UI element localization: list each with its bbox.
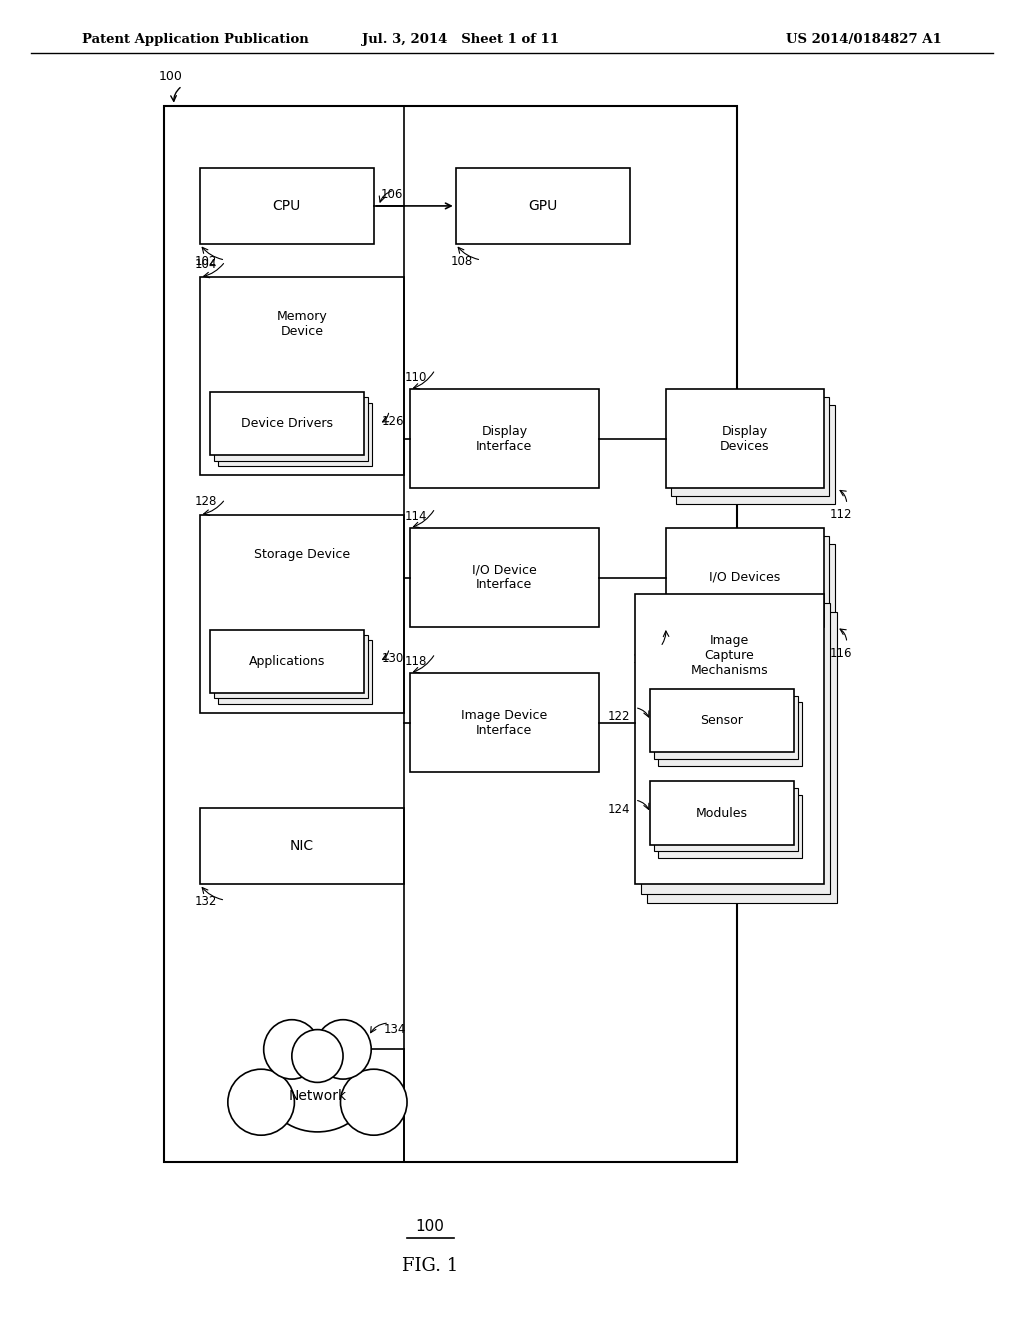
Bar bbox=[676, 544, 835, 643]
Text: 130: 130 bbox=[382, 652, 404, 665]
Bar bbox=[671, 536, 829, 635]
Bar bbox=[200, 277, 404, 475]
Text: 124: 124 bbox=[607, 803, 630, 816]
Text: FIG. 1: FIG. 1 bbox=[402, 1257, 458, 1275]
Bar bbox=[650, 781, 794, 845]
Text: Image Device
Interface: Image Device Interface bbox=[461, 709, 548, 737]
Bar bbox=[647, 612, 837, 903]
Text: Sensor: Sensor bbox=[700, 714, 743, 727]
Bar bbox=[671, 397, 829, 496]
Bar bbox=[210, 630, 364, 693]
Bar bbox=[210, 392, 364, 455]
Text: Display
Devices: Display Devices bbox=[720, 425, 770, 453]
Bar bbox=[654, 696, 798, 759]
Text: Display
Interface: Display Interface bbox=[476, 425, 532, 453]
Bar bbox=[650, 689, 794, 752]
Bar bbox=[214, 635, 368, 698]
Text: Network: Network bbox=[289, 1089, 346, 1102]
Bar bbox=[218, 403, 372, 466]
Text: 120: 120 bbox=[633, 653, 655, 667]
Ellipse shape bbox=[227, 1069, 295, 1135]
Text: I/O Devices: I/O Devices bbox=[710, 572, 780, 583]
Text: 114: 114 bbox=[404, 510, 427, 523]
Bar bbox=[410, 673, 599, 772]
Bar bbox=[666, 528, 824, 627]
Text: 134: 134 bbox=[384, 1023, 407, 1036]
Ellipse shape bbox=[292, 1030, 343, 1082]
Ellipse shape bbox=[263, 1020, 319, 1080]
Text: 102: 102 bbox=[195, 255, 217, 268]
Text: Jul. 3, 2014   Sheet 1 of 11: Jul. 3, 2014 Sheet 1 of 11 bbox=[362, 33, 559, 46]
Bar bbox=[658, 702, 802, 766]
Text: 122: 122 bbox=[607, 710, 630, 723]
Text: Patent Application Publication: Patent Application Publication bbox=[82, 33, 308, 46]
Text: Memory
Device: Memory Device bbox=[276, 310, 328, 338]
Bar bbox=[200, 808, 404, 884]
Text: Storage Device: Storage Device bbox=[254, 548, 350, 561]
Text: 112: 112 bbox=[829, 508, 852, 521]
Bar bbox=[214, 397, 368, 461]
Text: US 2014/0184827 A1: US 2014/0184827 A1 bbox=[786, 33, 942, 46]
Ellipse shape bbox=[315, 1020, 372, 1080]
Text: GPU: GPU bbox=[528, 199, 557, 213]
Bar bbox=[200, 515, 404, 713]
Ellipse shape bbox=[340, 1069, 407, 1135]
Text: Applications: Applications bbox=[249, 655, 325, 668]
Text: 106: 106 bbox=[381, 187, 403, 201]
Text: 110: 110 bbox=[404, 371, 427, 384]
Text: 100: 100 bbox=[159, 70, 182, 83]
Bar bbox=[456, 168, 630, 244]
Bar bbox=[164, 106, 737, 1162]
Bar bbox=[666, 389, 824, 488]
Text: Device Drivers: Device Drivers bbox=[241, 417, 333, 430]
Text: 116: 116 bbox=[829, 647, 852, 660]
Bar bbox=[654, 788, 798, 851]
Text: 128: 128 bbox=[195, 495, 217, 508]
Text: 132: 132 bbox=[195, 895, 217, 908]
Text: NIC: NIC bbox=[290, 840, 314, 853]
Text: Image
Capture
Mechanisms: Image Capture Mechanisms bbox=[691, 634, 768, 677]
Bar bbox=[658, 795, 802, 858]
Bar bbox=[218, 640, 372, 704]
Text: 100: 100 bbox=[416, 1220, 444, 1234]
Text: Modules: Modules bbox=[696, 807, 748, 820]
Bar bbox=[410, 528, 599, 627]
Text: 126: 126 bbox=[382, 414, 404, 428]
Text: 118: 118 bbox=[404, 655, 427, 668]
Text: 104: 104 bbox=[195, 257, 217, 271]
Text: I/O Device
Interface: I/O Device Interface bbox=[472, 564, 537, 591]
Bar bbox=[635, 594, 824, 884]
Text: 108: 108 bbox=[451, 255, 473, 268]
Ellipse shape bbox=[266, 1045, 369, 1133]
Text: CPU: CPU bbox=[272, 199, 301, 213]
Bar bbox=[641, 603, 830, 894]
Bar bbox=[200, 168, 374, 244]
Bar bbox=[410, 389, 599, 488]
Bar bbox=[676, 405, 835, 504]
